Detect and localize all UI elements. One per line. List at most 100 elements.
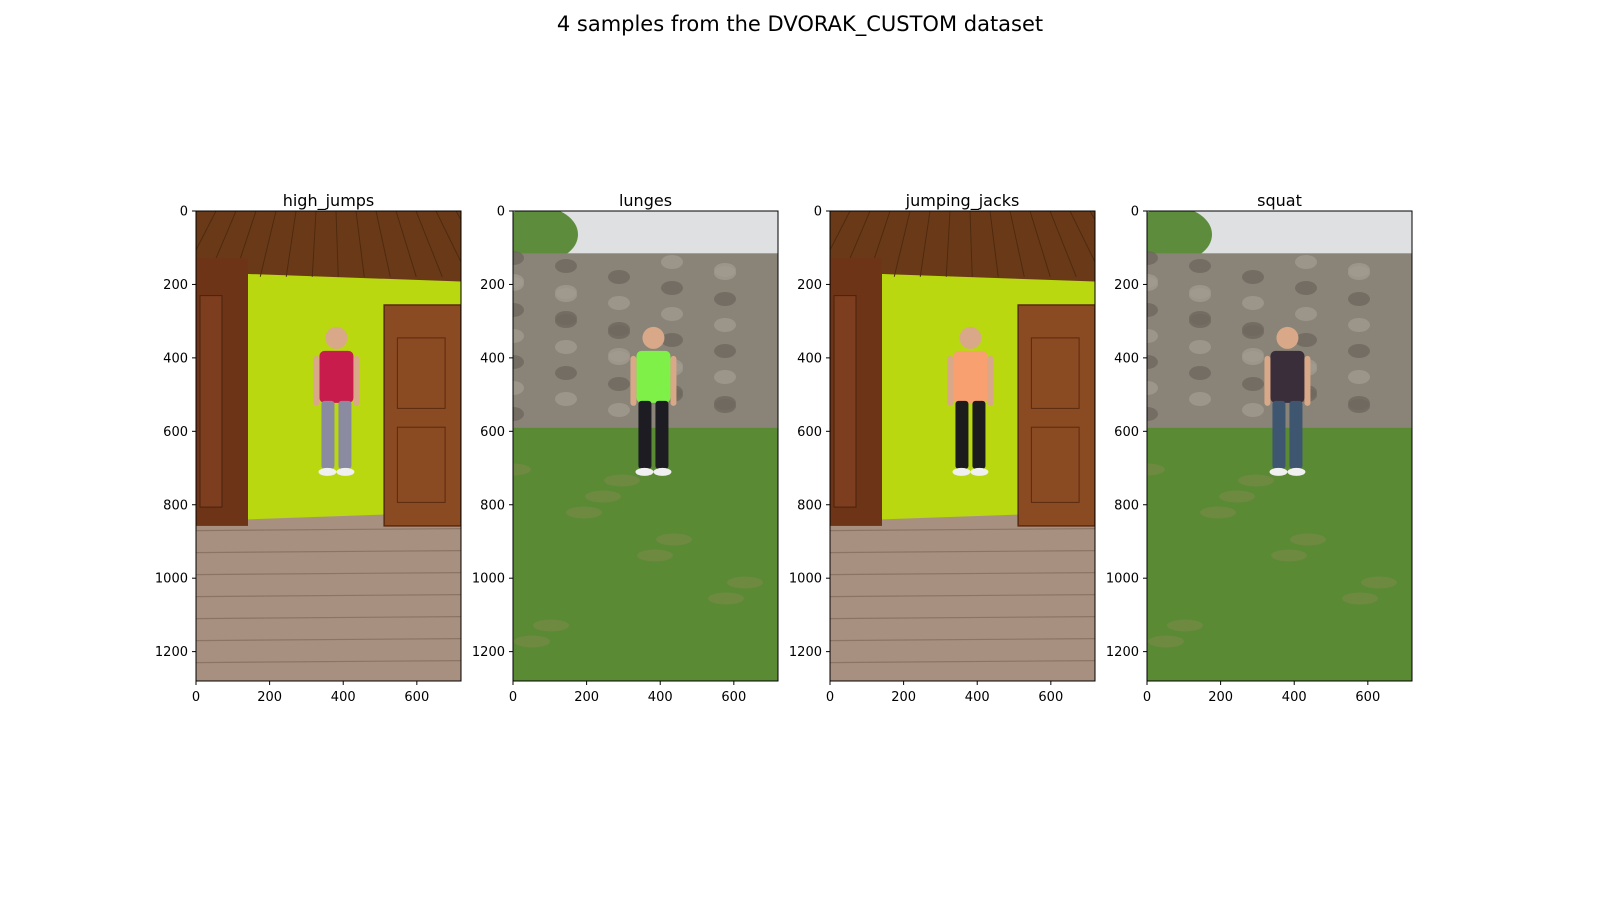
floor-plank bbox=[196, 594, 461, 598]
grass-patch bbox=[1147, 463, 1165, 476]
person-arm-right bbox=[670, 355, 677, 406]
stone-shape bbox=[513, 407, 524, 421]
y-tick-label: 600 bbox=[797, 425, 822, 440]
y-tick-label: 200 bbox=[1114, 278, 1139, 293]
stone-shape bbox=[661, 281, 683, 295]
image-plot-svg: 0 200 400 600 0 200 400 600 800 1000 1200 bbox=[472, 205, 779, 705]
ceiling-plank bbox=[285, 211, 297, 277]
person-shirt bbox=[319, 350, 354, 403]
stone-shape bbox=[661, 333, 683, 347]
y-tick-label: 0 bbox=[1131, 205, 1139, 220]
stone-shape bbox=[513, 303, 524, 317]
grass-patch bbox=[566, 506, 602, 519]
x-tick-label: 0 bbox=[1143, 690, 1151, 705]
grass-patch bbox=[1200, 506, 1236, 519]
subplot-high-jumps: high_jumps 0 200 400 600 0 200 400 600 800 1000 12… bbox=[150, 190, 480, 730]
ceiling-plank bbox=[919, 211, 931, 277]
stone-shape bbox=[1242, 296, 1264, 310]
y-tick-label: 400 bbox=[1114, 351, 1139, 366]
door-panel bbox=[1030, 426, 1080, 503]
grass-patch bbox=[513, 463, 531, 476]
grass-patch bbox=[1238, 474, 1274, 487]
y-tick-label: 1200 bbox=[472, 645, 505, 660]
stone-shape bbox=[1242, 348, 1264, 362]
y-tick-label: 1000 bbox=[789, 572, 822, 587]
person-shoe-right bbox=[653, 467, 672, 476]
ceiling-plank bbox=[196, 211, 217, 252]
grass-patch bbox=[533, 619, 569, 632]
grass-patch bbox=[604, 474, 640, 487]
stone-shape bbox=[513, 251, 524, 265]
y-tick-label: 1000 bbox=[1106, 572, 1139, 587]
person-shoe-left bbox=[952, 467, 971, 476]
ceiling-plank bbox=[989, 211, 999, 277]
person-leg-right bbox=[972, 400, 986, 469]
y-tick-label: 800 bbox=[163, 498, 188, 513]
stone-shape bbox=[1348, 292, 1370, 306]
y-tick-label: 600 bbox=[480, 425, 505, 440]
ceiling-plank bbox=[311, 211, 317, 277]
subplot-jumping-jacks: jumping_jacks 0 200 400 600 0 200 400 600 800 100… bbox=[784, 190, 1114, 730]
y-tick-label: 800 bbox=[797, 498, 822, 513]
person-shoe-right bbox=[336, 467, 355, 476]
person-arm-left bbox=[947, 355, 954, 406]
ceiling-plank bbox=[1049, 211, 1077, 277]
stone-shape bbox=[555, 259, 577, 273]
grass-patch bbox=[1167, 619, 1203, 632]
person-shoe-left bbox=[1269, 467, 1288, 476]
axes-frame bbox=[1146, 210, 1413, 682]
grass-patch bbox=[708, 592, 744, 605]
wardrobe-panel bbox=[833, 295, 857, 508]
wardrobe-panel bbox=[199, 295, 223, 508]
image-content bbox=[196, 211, 461, 681]
stone-shape bbox=[1242, 270, 1264, 284]
ceiling-plank bbox=[830, 211, 831, 212]
person-arm-left bbox=[313, 355, 320, 406]
x-tick-label: 600 bbox=[404, 690, 429, 705]
stone-shape bbox=[1348, 318, 1370, 332]
floor-plank bbox=[830, 616, 1095, 620]
subplot-lunges: lunges 0 200 400 600 0 200 400 600 800 1000 1200 bbox=[467, 190, 797, 730]
tree-shape bbox=[1147, 211, 1212, 263]
person-arm-left bbox=[1264, 355, 1271, 406]
image-content bbox=[1147, 211, 1412, 681]
person-shirt bbox=[636, 350, 671, 403]
grass-patch bbox=[1361, 576, 1397, 589]
y-tick-label: 200 bbox=[480, 278, 505, 293]
ceiling-plank bbox=[196, 211, 197, 212]
person-leg-left bbox=[955, 400, 969, 469]
grass-patch bbox=[1219, 490, 1255, 503]
ceiling-plank bbox=[893, 211, 911, 277]
stone-shape bbox=[714, 344, 736, 358]
person-arm-right bbox=[987, 355, 994, 406]
ceiling-plank bbox=[259, 211, 277, 277]
floor-plank bbox=[830, 638, 1095, 642]
x-tick-label: 0 bbox=[826, 690, 834, 705]
axes-frame bbox=[195, 210, 462, 682]
floor-plank bbox=[196, 572, 461, 576]
ceiling-region bbox=[196, 211, 461, 282]
ceiling-plank bbox=[415, 211, 443, 277]
y-tick-label: 0 bbox=[497, 205, 505, 220]
ceiling-plank bbox=[375, 211, 391, 277]
stone-shape bbox=[1295, 255, 1317, 269]
floor-plank bbox=[196, 528, 461, 532]
grass-patch bbox=[514, 635, 550, 648]
grass-patch bbox=[637, 549, 673, 562]
stone-shape bbox=[1189, 392, 1211, 406]
stone-shape bbox=[1295, 333, 1317, 347]
y-tick-label: 1000 bbox=[155, 572, 188, 587]
ceiling-plank bbox=[395, 211, 417, 277]
stone-shape bbox=[555, 340, 577, 354]
person-leg-right bbox=[338, 400, 352, 469]
x-tick-label: 400 bbox=[965, 690, 990, 705]
person-head bbox=[959, 326, 982, 349]
y-tick-label: 200 bbox=[797, 278, 822, 293]
ceiling-plank bbox=[945, 211, 951, 277]
stone-shape bbox=[555, 311, 577, 325]
grass-patch bbox=[1148, 635, 1184, 648]
stone-shape bbox=[1147, 303, 1158, 317]
axes-frame bbox=[829, 210, 1096, 682]
floor-plank bbox=[830, 550, 1095, 554]
grass-patch bbox=[727, 576, 763, 589]
